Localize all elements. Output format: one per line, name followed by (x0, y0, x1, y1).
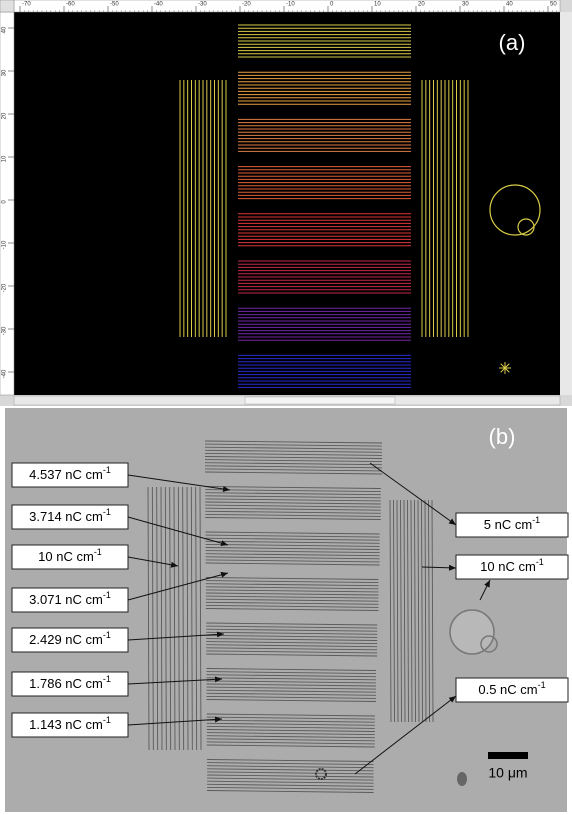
label-main: 2.429 nC cm (29, 632, 103, 647)
ruler-label: -40 (2, 369, 8, 378)
ruler-label: -30 (2, 326, 8, 335)
label-main: 1.786 nC cm (29, 676, 103, 691)
layout-canvas (14, 12, 560, 395)
figure: (a) (b) 10 μm 4.537 nC cm-13.714 nC cm-1… (0, 0, 572, 815)
ruler-label: -20 (2, 283, 8, 292)
label-main: 10 nC cm (38, 549, 94, 564)
label-superscript: -1 (103, 715, 111, 725)
ruler-label: 40 (2, 26, 8, 33)
label-main: 4.537 nC cm (29, 467, 103, 482)
ruler-label: -20 (242, 2, 251, 8)
label-superscript: -1 (103, 465, 111, 475)
scroll-thumb[interactable] (245, 397, 395, 404)
label-text: 3.071 nC cm-1 (29, 590, 111, 607)
label-main: 10 nC cm (480, 559, 536, 574)
label-superscript: -1 (103, 674, 111, 684)
label-superscript: -1 (103, 630, 111, 640)
ruler-label: 30 (462, 2, 469, 8)
label-text: 10 nC cm-1 (480, 557, 544, 574)
ruler-label: 50 (550, 2, 557, 8)
ruler-label: -50 (110, 2, 119, 8)
ruler-label: 10 (374, 2, 381, 8)
label-text: 0.5 nC cm-1 (478, 680, 545, 697)
ruler-label: 20 (418, 2, 425, 8)
label-text: 3.714 nC cm-1 (29, 507, 111, 524)
scale-bar-label: 10 μm (488, 765, 527, 781)
ruler-label: -10 (286, 2, 295, 8)
page: {"panel_a": {"tag": "(a)", "ruler_x": [-… (0, 0, 572, 815)
label-text: 10 nC cm-1 (38, 547, 102, 564)
ruler-label: 30 (2, 69, 8, 76)
label-main: 0.5 nC cm (478, 682, 537, 697)
ruler-label: -60 (66, 2, 75, 8)
label-superscript: -1 (103, 507, 111, 517)
debris (457, 772, 467, 786)
label-superscript: -1 (538, 680, 546, 690)
label-text: 1.143 nC cm-1 (29, 715, 111, 732)
ruler-corner[interactable] (0, 0, 14, 12)
label-text: 5 nC cm-1 (484, 515, 540, 532)
sem-circle (450, 610, 494, 654)
label-text: 1.786 nC cm-1 (29, 674, 111, 691)
label-superscript: -1 (94, 547, 102, 557)
label-main: 1.143 nC cm (29, 717, 103, 732)
ruler-label: -10 (2, 240, 8, 249)
label-text: 2.429 nC cm-1 (29, 630, 111, 647)
panel-tag: (a) (499, 30, 526, 55)
ruler-label: 40 (506, 2, 513, 8)
ruler-label: -30 (198, 2, 207, 8)
label-superscript: -1 (103, 590, 111, 600)
side-panel (560, 12, 572, 395)
label-text: 4.537 nC cm-1 (29, 465, 111, 482)
ruler-label: -40 (154, 2, 163, 8)
label-main: 3.714 nC cm (29, 509, 103, 524)
label-main: 5 nC cm (484, 517, 532, 532)
label-main: 3.071 nC cm (29, 592, 103, 607)
ruler-label: 10 (2, 155, 8, 162)
ruler-label: -70 (22, 2, 31, 8)
scale-bar (488, 752, 528, 759)
panel-tag: (b) (489, 424, 516, 449)
label-superscript: -1 (536, 557, 544, 567)
label-superscript: -1 (532, 515, 540, 525)
ruler-label: 20 (2, 112, 8, 119)
